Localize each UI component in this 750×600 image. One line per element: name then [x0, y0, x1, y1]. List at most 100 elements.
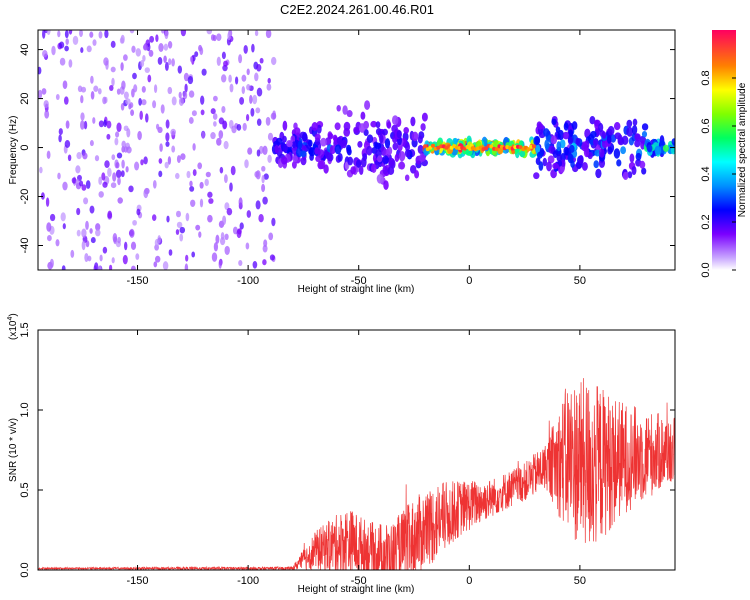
- spectrogram-cell: [109, 84, 114, 92]
- spectrogram-cell: [267, 132, 274, 141]
- colorbar-tick-label: 0.0: [700, 262, 712, 277]
- spectrogram-cell: [555, 126, 561, 133]
- spectrogram-cell: [243, 44, 248, 54]
- snr-panel: -150 -100 -50 0 50 0.0 0.5 1.0 1.5 Height of st…: [7, 313, 676, 595]
- spectrogram-cell: [192, 169, 197, 177]
- spectrogram-cell: [121, 80, 126, 90]
- spectrogram-cell: [210, 132, 216, 140]
- spectrogram-cell: [550, 135, 558, 145]
- spectrogram-cell: [329, 145, 336, 155]
- spectrogram-cell: [99, 254, 103, 262]
- spectrogram-cell: [189, 186, 195, 192]
- spectrogram-cell: [135, 48, 142, 57]
- x-tick-label: -50: [351, 575, 367, 587]
- spectrogram-cell: [180, 30, 187, 37]
- spectrogram-cell: [159, 143, 163, 152]
- spectrogram-cell: [130, 265, 136, 270]
- spectrogram-cell: [157, 56, 163, 65]
- spectrogram-cell: [157, 235, 161, 244]
- spectrogram-cell: [102, 96, 107, 105]
- spectrogram-cell: [171, 145, 176, 153]
- spectrogram-cell: [97, 88, 102, 95]
- spectrogram-panel: -150 -100 -50 0 50 -40 -20 0 20 40 Height of str…: [8, 29, 676, 295]
- spectrogram-cell: [562, 131, 570, 140]
- spectrogram-cell: [49, 258, 54, 268]
- y-tick-label: -20: [19, 189, 31, 205]
- spectrogram-cell: [107, 167, 112, 177]
- spectrogram-cell: [39, 166, 43, 174]
- spectrogram-cell: [154, 255, 161, 263]
- spectrogram-cell: [639, 160, 646, 169]
- spectrogram-cell: [116, 152, 123, 159]
- spectrogram-cell: [85, 180, 91, 189]
- spectrogram-cell: [347, 156, 354, 166]
- spectrogram-cell: [662, 144, 669, 152]
- spectrogram-cell: [81, 240, 86, 251]
- spectrogram-cell: [42, 30, 46, 39]
- spectrogram-cell: [121, 159, 125, 169]
- x-tick-label: 50: [574, 275, 586, 287]
- spectrogram-cell: [89, 140, 94, 147]
- spectrogram-cell: [106, 120, 112, 129]
- spectrogram-cell: [350, 166, 357, 175]
- spectrogram-cell: [563, 146, 569, 156]
- spectrogram-cell: [419, 153, 426, 162]
- spectrogram-cell: [386, 121, 392, 129]
- spectrogram-cell: [140, 60, 145, 67]
- spectrogram-cell: [286, 139, 293, 148]
- spectrogram-cell: [631, 165, 637, 176]
- spectrogram-cell: [594, 149, 601, 157]
- spectrogram-cell: [556, 153, 562, 162]
- spectrogram-cell: [182, 91, 188, 100]
- snr-frame: [37, 329, 676, 571]
- spectrogram-cell: [213, 242, 219, 252]
- spectrogram-cell: [178, 97, 184, 106]
- spectrogram-cell: [227, 31, 231, 41]
- spectrogram-cell: [251, 43, 255, 53]
- spectrogram-cell: [80, 112, 85, 121]
- spectrogram-peak-cell: [431, 143, 435, 148]
- spectrogram-cell: [122, 254, 128, 265]
- spectrogram-cell: [63, 96, 69, 105]
- spectrogram-cell: [205, 171, 211, 178]
- spectrogram-cell: [139, 110, 143, 121]
- spectrogram-cell: [363, 129, 369, 136]
- spectrogram-cell: [266, 83, 272, 91]
- spectrogram-cell: [125, 166, 129, 173]
- spectrogram-cell: [79, 30, 83, 38]
- spectrogram-cell: [43, 100, 49, 109]
- spectrogram-cell: [188, 90, 195, 98]
- spectrogram-cell: [374, 142, 382, 150]
- spectrogram-cell: [631, 124, 638, 135]
- spectrogram-cell: [252, 261, 258, 269]
- spectrogram-cell: [98, 265, 102, 270]
- colorbar-tick-label: 0.6: [700, 118, 712, 133]
- x-tick-label: -150: [127, 275, 149, 287]
- spectrogram-cell: [621, 135, 629, 146]
- spectrogram-cell: [315, 155, 322, 163]
- figure-title: C2E2.2024.261.00.46.R01: [280, 2, 434, 17]
- spectrogram-cell: [341, 139, 347, 149]
- spectrogram-cell: [255, 200, 261, 210]
- spectrogram-cell: [255, 107, 261, 114]
- spectrogram-cell: [166, 215, 170, 223]
- spectrogram-cell: [176, 155, 181, 164]
- spectrogram-frame: [37, 29, 676, 271]
- spectrogram-cell: [179, 233, 184, 242]
- spectrogram-cell: [641, 167, 647, 175]
- spectrogram-cell: [262, 259, 267, 266]
- spectrogram-cell: [403, 127, 410, 134]
- spectrogram-cell: [592, 138, 599, 146]
- spectrogram-cell: [155, 123, 160, 130]
- spectrogram-cell: [178, 91, 182, 99]
- spectrogram-cell: [346, 144, 352, 152]
- spectrogram-cell: [270, 56, 277, 66]
- spectrogram-cell: [420, 123, 426, 131]
- spectrogram-cell: [559, 139, 566, 149]
- spectrogram-x-label: Height of straight line (km): [298, 284, 415, 295]
- spectrogram-cell: [125, 98, 131, 105]
- spectrogram-cell: [590, 130, 597, 139]
- spectrogram-cell: [170, 128, 176, 136]
- spectrogram-cell: [386, 146, 393, 156]
